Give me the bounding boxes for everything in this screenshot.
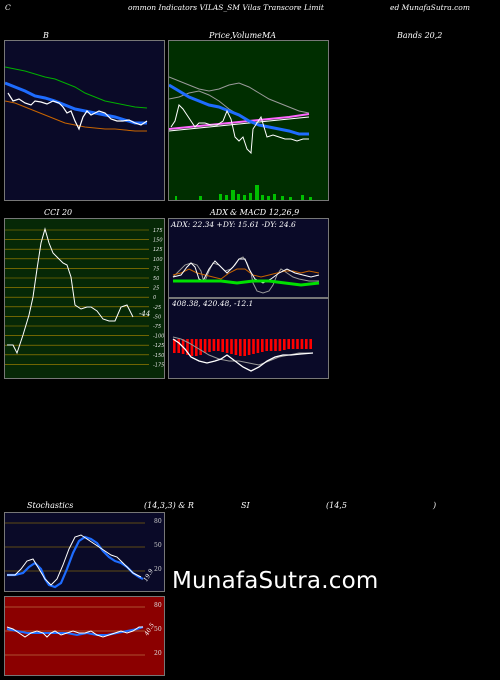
volume-label: Volume bbox=[232, 31, 262, 40]
watermark-logo: MunafaSutra.com bbox=[172, 568, 379, 594]
stochastics-panel bbox=[4, 512, 165, 592]
rsi-tick-80: 80 bbox=[154, 602, 162, 609]
price-line bbox=[170, 104, 309, 155]
price-ma-magenta bbox=[169, 113, 310, 130]
bollinger-panel bbox=[4, 40, 165, 201]
minus-di-line bbox=[172, 258, 320, 284]
cci-tick-label: 75 bbox=[153, 266, 159, 272]
macd-histogram-bar bbox=[309, 339, 312, 349]
macd-histogram-bar bbox=[243, 339, 246, 356]
cci-tick-label: -150 bbox=[153, 353, 164, 359]
macd-signal-line bbox=[172, 336, 313, 366]
rsi-params: (14,5 bbox=[326, 501, 347, 510]
macd-histogram-bar bbox=[265, 339, 268, 351]
macd-histogram-bar bbox=[177, 339, 180, 353]
header-site: ed MunafaSutra.com bbox=[390, 3, 470, 12]
adx-trend-line bbox=[173, 279, 320, 287]
rsi-tick-50: 50 bbox=[154, 626, 162, 633]
bollinger-price-line bbox=[7, 92, 148, 131]
rsi-params-end: ) bbox=[433, 501, 437, 510]
bollinger-lower-band bbox=[5, 100, 147, 132]
stochastics-tick-20: 20 bbox=[154, 566, 162, 573]
macd-histogram-bar bbox=[252, 339, 255, 354]
adx-title: ADX bbox=[210, 208, 228, 217]
macd-histogram-bar bbox=[203, 339, 207, 353]
cci-title: CCI 20 bbox=[44, 208, 73, 217]
bands-label: Bands 20,2 bbox=[397, 31, 443, 40]
cci-tick-label: 175 bbox=[153, 228, 163, 234]
macd-histogram-bar bbox=[208, 339, 211, 352]
macd-histogram-bar bbox=[296, 339, 299, 349]
macd-histogram-bar bbox=[278, 339, 282, 351]
macd-histogram-bar bbox=[173, 339, 176, 353]
adx-readout: ADX: 22.34 +DY: 15.61 -DY: 24.6 bbox=[171, 220, 296, 229]
ma-label: MA bbox=[262, 31, 276, 40]
cci-tick-label: -75 bbox=[153, 324, 161, 330]
macd-histogram-bar bbox=[230, 339, 233, 354]
cci-tick-label: 125 bbox=[153, 247, 163, 253]
price-ma-white bbox=[169, 116, 310, 132]
bollinger-label: B bbox=[43, 31, 49, 40]
macd-histogram-bar bbox=[291, 339, 295, 349]
macd-histogram-bar bbox=[256, 339, 260, 353]
rsi-line bbox=[6, 626, 143, 638]
macd-histogram-bar bbox=[190, 339, 194, 356]
cci-tick-label: -25 bbox=[153, 305, 161, 311]
cci-tick-label: -175 bbox=[153, 362, 164, 368]
adx-line bbox=[172, 256, 319, 294]
macd-histogram-bar bbox=[247, 339, 251, 355]
macd-title: & MACD 12,26,9 bbox=[230, 208, 300, 217]
macd-histogram-bar bbox=[221, 339, 224, 352]
cci-value: -44 bbox=[139, 310, 151, 318]
macd-histogram-bar bbox=[186, 339, 189, 355]
cci-tick-label: -125 bbox=[153, 343, 164, 349]
macd-panel bbox=[168, 298, 329, 379]
cci-tick-label: 100 bbox=[153, 257, 163, 263]
macd-histogram-bar bbox=[199, 339, 202, 355]
stochastics-d-line bbox=[7, 535, 144, 589]
macd-histogram-bar bbox=[269, 339, 273, 351]
macd-histogram-bar bbox=[225, 339, 229, 353]
macd-histogram-bar bbox=[274, 339, 277, 351]
cci-tick-label: 50 bbox=[153, 276, 159, 282]
price-panel bbox=[168, 40, 329, 201]
macd-histogram-bar bbox=[217, 339, 220, 351]
adx-panel bbox=[168, 218, 329, 298]
cci-panel: 175 150 125 100 75 50 25 0 -25 -50 -75 -100 -125 -150… bbox=[4, 218, 165, 379]
macd-readout: 408.38, 420.48, -12.1 bbox=[172, 299, 254, 308]
rsi-tick-20: 20 bbox=[154, 650, 162, 657]
macd-histogram-bar bbox=[261, 339, 264, 352]
cci-tick-label: 0 bbox=[153, 295, 156, 301]
price-upper-band bbox=[169, 76, 310, 114]
price-ma-blue bbox=[169, 83, 309, 136]
cci-tick-label: 25 bbox=[153, 286, 159, 292]
macd-histogram-bar bbox=[234, 339, 238, 355]
header-title: ommon Indicators VILAS_SM Vilas Transcor… bbox=[128, 3, 324, 12]
volume-bars bbox=[175, 185, 312, 200]
rsi-title: SI bbox=[241, 501, 250, 510]
rsi-panel bbox=[4, 596, 165, 676]
macd-histogram-bar bbox=[300, 339, 304, 349]
macd-histogram-bar bbox=[239, 339, 242, 356]
cci-tick-label: 150 bbox=[153, 238, 163, 244]
stochastics-title: Stochastics bbox=[27, 501, 74, 510]
macd-histogram-bar bbox=[283, 339, 286, 350]
cci-tick-label: -100 bbox=[153, 334, 164, 340]
price-label: Price, bbox=[209, 31, 233, 40]
macd-histogram-bar bbox=[212, 339, 216, 351]
stochastics-k-line bbox=[7, 534, 142, 586]
header-left: C bbox=[5, 3, 11, 12]
macd-histogram-bar bbox=[305, 339, 308, 349]
stochastics-tick-80: 80 bbox=[154, 518, 162, 525]
macd-line bbox=[172, 338, 314, 372]
cci-line bbox=[7, 227, 134, 355]
macd-histogram-bar bbox=[287, 339, 290, 349]
cci-tick-label: -50 bbox=[153, 314, 161, 320]
stochastics-tick-50: 50 bbox=[154, 542, 162, 549]
bollinger-upper-band bbox=[5, 66, 148, 109]
bollinger-middle-band bbox=[5, 81, 147, 125]
stochastics-params: (14,3,3) & R bbox=[144, 501, 194, 510]
